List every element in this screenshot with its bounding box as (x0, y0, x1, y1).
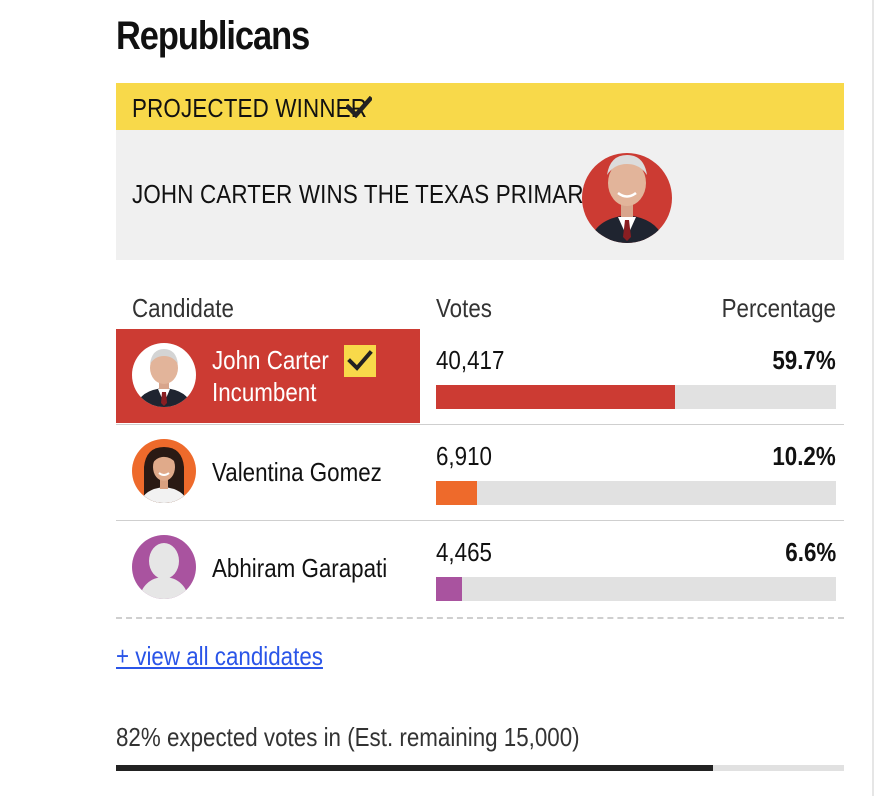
vote-bar-fill (436, 577, 463, 601)
candidate-cell: Abhiram Garapati (116, 521, 420, 615)
column-header-candidate: Candidate (132, 293, 234, 323)
table-row: Abhiram Garapati 4,465 6.6% (116, 521, 844, 617)
vote-percentage: 10.2% (772, 441, 836, 471)
column-header-votes: Votes (436, 293, 492, 323)
vote-bar-track (436, 385, 836, 409)
row-divider (116, 424, 844, 425)
winner-headline: JOHN CARTER WINS THE TEXAS PRIMARY (132, 179, 599, 209)
vote-count: 4,465 (436, 537, 492, 567)
candidate-name: Valentina Gomez (212, 457, 382, 487)
vote-bar-fill (436, 481, 477, 505)
expected-votes-progress-fill (116, 765, 713, 771)
candidate-name: John Carter (212, 345, 329, 375)
row-divider (116, 520, 844, 521)
vote-percentage: 59.7% (772, 345, 836, 375)
column-header-percentage: Percentage (721, 293, 836, 323)
candidate-cell: Valentina Gomez (116, 425, 420, 519)
candidate-status: Incumbent (212, 377, 317, 407)
avatar (132, 343, 196, 407)
view-all-candidates-link[interactable]: + view all candidates (116, 641, 323, 671)
check-icon (344, 345, 376, 377)
check-icon (346, 96, 372, 118)
table-end-divider (116, 617, 844, 619)
winner-avatar (582, 153, 672, 243)
expected-votes-text: 82% expected votes in (Est. remaining 15… (116, 722, 580, 752)
vote-count: 40,417 (436, 345, 505, 375)
candidate-name: Abhiram Garapati (212, 553, 388, 583)
projected-winner-label: PROJECTED WINNER (132, 93, 368, 123)
expected-votes-progress (116, 765, 844, 771)
vote-bar-track (436, 577, 836, 601)
vote-count: 6,910 (436, 441, 492, 471)
vote-bar-track (436, 481, 836, 505)
avatar (132, 439, 196, 503)
candidate-cell: John Carter Incumbent (116, 329, 420, 423)
vote-bar-fill (436, 385, 675, 409)
projected-winner-banner: PROJECTED WINNER (116, 83, 844, 130)
page-title: Republicans (116, 14, 310, 58)
vote-percentage: 6.6% (785, 537, 836, 567)
right-border (872, 0, 874, 796)
avatar-icon (132, 535, 196, 599)
table-row: John Carter Incumbent 40,417 59.7% (116, 329, 844, 425)
winner-card: JOHN CARTER WINS THE TEXAS PRIMARY (116, 130, 844, 260)
table-row: Valentina Gomez 6,910 10.2% (116, 425, 844, 521)
